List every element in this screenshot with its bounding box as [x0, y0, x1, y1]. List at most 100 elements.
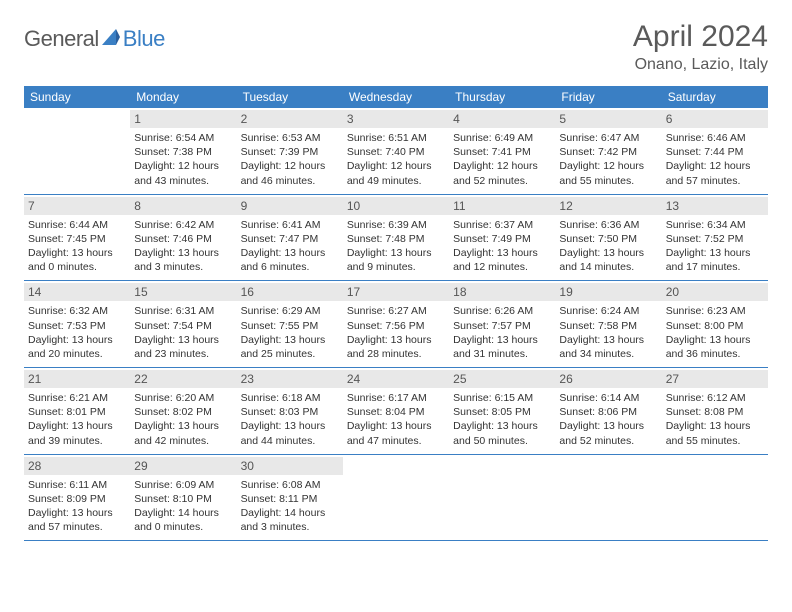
- day-detail: and 57 minutes.: [666, 174, 764, 188]
- day-detail: Daylight: 13 hours: [347, 246, 445, 260]
- day-detail: and 20 minutes.: [28, 347, 126, 361]
- day-cell: 7Sunrise: 6:44 AMSunset: 7:45 PMDaylight…: [24, 195, 130, 281]
- day-detail: Daylight: 13 hours: [453, 333, 551, 347]
- day-number: 19: [555, 283, 661, 301]
- day-cell: 6Sunrise: 6:46 AMSunset: 7:44 PMDaylight…: [662, 108, 768, 194]
- day-cell: 9Sunrise: 6:41 AMSunset: 7:47 PMDaylight…: [237, 195, 343, 281]
- day-detail: Sunrise: 6:18 AM: [241, 391, 339, 405]
- day-detail: Sunrise: 6:21 AM: [28, 391, 126, 405]
- logo-text-blue: Blue: [123, 26, 165, 52]
- day-detail: and 36 minutes.: [666, 347, 764, 361]
- weekday-label: Monday: [130, 86, 236, 108]
- day-detail: Daylight: 12 hours: [666, 159, 764, 173]
- day-number: 3: [343, 110, 449, 128]
- day-detail: Sunset: 8:08 PM: [666, 405, 764, 419]
- day-detail: Sunset: 8:03 PM: [241, 405, 339, 419]
- day-detail: Sunrise: 6:12 AM: [666, 391, 764, 405]
- day-detail: Daylight: 12 hours: [134, 159, 232, 173]
- day-cell: 23Sunrise: 6:18 AMSunset: 8:03 PMDayligh…: [237, 368, 343, 454]
- day-number: 18: [449, 283, 555, 301]
- day-detail: Daylight: 13 hours: [241, 333, 339, 347]
- day-detail: and 3 minutes.: [134, 260, 232, 274]
- day-detail: Daylight: 13 hours: [134, 246, 232, 260]
- weekday-label: Sunday: [24, 86, 130, 108]
- day-detail: Sunset: 7:41 PM: [453, 145, 551, 159]
- title-block: April 2024 Onano, Lazio, Italy: [633, 20, 768, 74]
- day-detail: and 49 minutes.: [347, 174, 445, 188]
- day-detail: Sunset: 8:10 PM: [134, 492, 232, 506]
- day-detail: Sunrise: 6:26 AM: [453, 304, 551, 318]
- day-number: 14: [24, 283, 130, 301]
- day-detail: and 6 minutes.: [241, 260, 339, 274]
- header: General Blue April 2024 Onano, Lazio, It…: [24, 20, 768, 74]
- day-detail: and 9 minutes.: [347, 260, 445, 274]
- week-row: 7Sunrise: 6:44 AMSunset: 7:45 PMDaylight…: [24, 195, 768, 282]
- day-detail: Sunset: 8:05 PM: [453, 405, 551, 419]
- day-detail: Sunrise: 6:14 AM: [559, 391, 657, 405]
- day-detail: Daylight: 13 hours: [241, 246, 339, 260]
- day-cell: 19Sunrise: 6:24 AMSunset: 7:58 PMDayligh…: [555, 281, 661, 367]
- day-cell: 8 Sunrise: 6:42 AMSunset: 7:46 PMDaylight…: [130, 195, 236, 281]
- day-detail: Sunrise: 6:34 AM: [666, 218, 764, 232]
- day-detail: Sunrise: 6:39 AM: [347, 218, 445, 232]
- day-number: 25: [449, 370, 555, 388]
- day-detail: Sunset: 7:46 PM: [134, 232, 232, 246]
- day-detail: Sunset: 8:06 PM: [559, 405, 657, 419]
- day-detail: Sunset: 7:58 PM: [559, 319, 657, 333]
- day-detail: Daylight: 13 hours: [453, 419, 551, 433]
- week-row: 28Sunrise: 6:11 AMSunset: 8:09 PMDayligh…: [24, 455, 768, 542]
- weekday-label: Wednesday: [343, 86, 449, 108]
- logo: General Blue: [24, 26, 165, 52]
- week-row: 14Sunrise: 6:32 AMSunset: 7:53 PMDayligh…: [24, 281, 768, 368]
- day-detail: Sunrise: 6:42 AM: [134, 218, 232, 232]
- day-detail: and 0 minutes.: [134, 520, 232, 534]
- day-detail: and 12 minutes.: [453, 260, 551, 274]
- day-detail: Sunrise: 6:37 AM: [453, 218, 551, 232]
- day-number: 1: [130, 110, 236, 128]
- day-cell: 21Sunrise: 6:21 AMSunset: 8:01 PMDayligh…: [24, 368, 130, 454]
- day-cell: 1Sunrise: 6:54 AMSunset: 7:38 PMDaylight…: [130, 108, 236, 194]
- day-detail: Daylight: 13 hours: [559, 246, 657, 260]
- week-row: 21Sunrise: 6:21 AMSunset: 8:01 PMDayligh…: [24, 368, 768, 455]
- day-detail: and 55 minutes.: [666, 434, 764, 448]
- day-cell: 28Sunrise: 6:11 AMSunset: 8:09 PMDayligh…: [24, 455, 130, 541]
- day-detail: and 52 minutes.: [559, 434, 657, 448]
- day-detail: Daylight: 14 hours: [134, 506, 232, 520]
- day-cell: 5Sunrise: 6:47 AMSunset: 7:42 PMDaylight…: [555, 108, 661, 194]
- day-detail: Sunset: 7:56 PM: [347, 319, 445, 333]
- day-detail: Sunset: 7:42 PM: [559, 145, 657, 159]
- day-cell: 20Sunrise: 6:23 AMSunset: 8:00 PMDayligh…: [662, 281, 768, 367]
- triangle-icon: [102, 29, 120, 50]
- day-detail: Sunrise: 6:08 AM: [241, 478, 339, 492]
- day-detail: Daylight: 13 hours: [28, 333, 126, 347]
- day-detail: Sunset: 7:54 PM: [134, 319, 232, 333]
- day-detail: Sunset: 7:40 PM: [347, 145, 445, 159]
- day-cell: 26Sunrise: 6:14 AMSunset: 8:06 PMDayligh…: [555, 368, 661, 454]
- day-cell: 3Sunrise: 6:51 AMSunset: 7:40 PMDaylight…: [343, 108, 449, 194]
- day-detail: Sunrise: 6:29 AM: [241, 304, 339, 318]
- day-detail: Sunrise: 6:46 AM: [666, 131, 764, 145]
- day-number: 2: [237, 110, 343, 128]
- day-cell: 4Sunrise: 6:49 AMSunset: 7:41 PMDaylight…: [449, 108, 555, 194]
- day-cell: 14Sunrise: 6:32 AMSunset: 7:53 PMDayligh…: [24, 281, 130, 367]
- day-detail: Sunrise: 6:20 AM: [134, 391, 232, 405]
- day-cell: [24, 108, 130, 194]
- weekday-label: Saturday: [662, 86, 768, 108]
- day-number: 23: [237, 370, 343, 388]
- month-title: April 2024: [633, 20, 768, 54]
- day-detail: Daylight: 13 hours: [28, 246, 126, 260]
- day-number: 29: [130, 457, 236, 475]
- day-cell: 2Sunrise: 6:53 AMSunset: 7:39 PMDaylight…: [237, 108, 343, 194]
- day-number: 24: [343, 370, 449, 388]
- day-detail: Sunset: 7:39 PM: [241, 145, 339, 159]
- day-detail: and 50 minutes.: [453, 434, 551, 448]
- day-detail: Daylight: 13 hours: [666, 419, 764, 433]
- day-detail: Sunrise: 6:47 AM: [559, 131, 657, 145]
- day-detail: Sunrise: 6:53 AM: [241, 131, 339, 145]
- day-cell: 18Sunrise: 6:26 AMSunset: 7:57 PMDayligh…: [449, 281, 555, 367]
- day-detail: Daylight: 13 hours: [28, 506, 126, 520]
- day-cell: 10Sunrise: 6:39 AMSunset: 7:48 PMDayligh…: [343, 195, 449, 281]
- day-cell: [343, 455, 449, 541]
- day-detail: Sunset: 7:50 PM: [559, 232, 657, 246]
- day-number: 8: [130, 197, 236, 215]
